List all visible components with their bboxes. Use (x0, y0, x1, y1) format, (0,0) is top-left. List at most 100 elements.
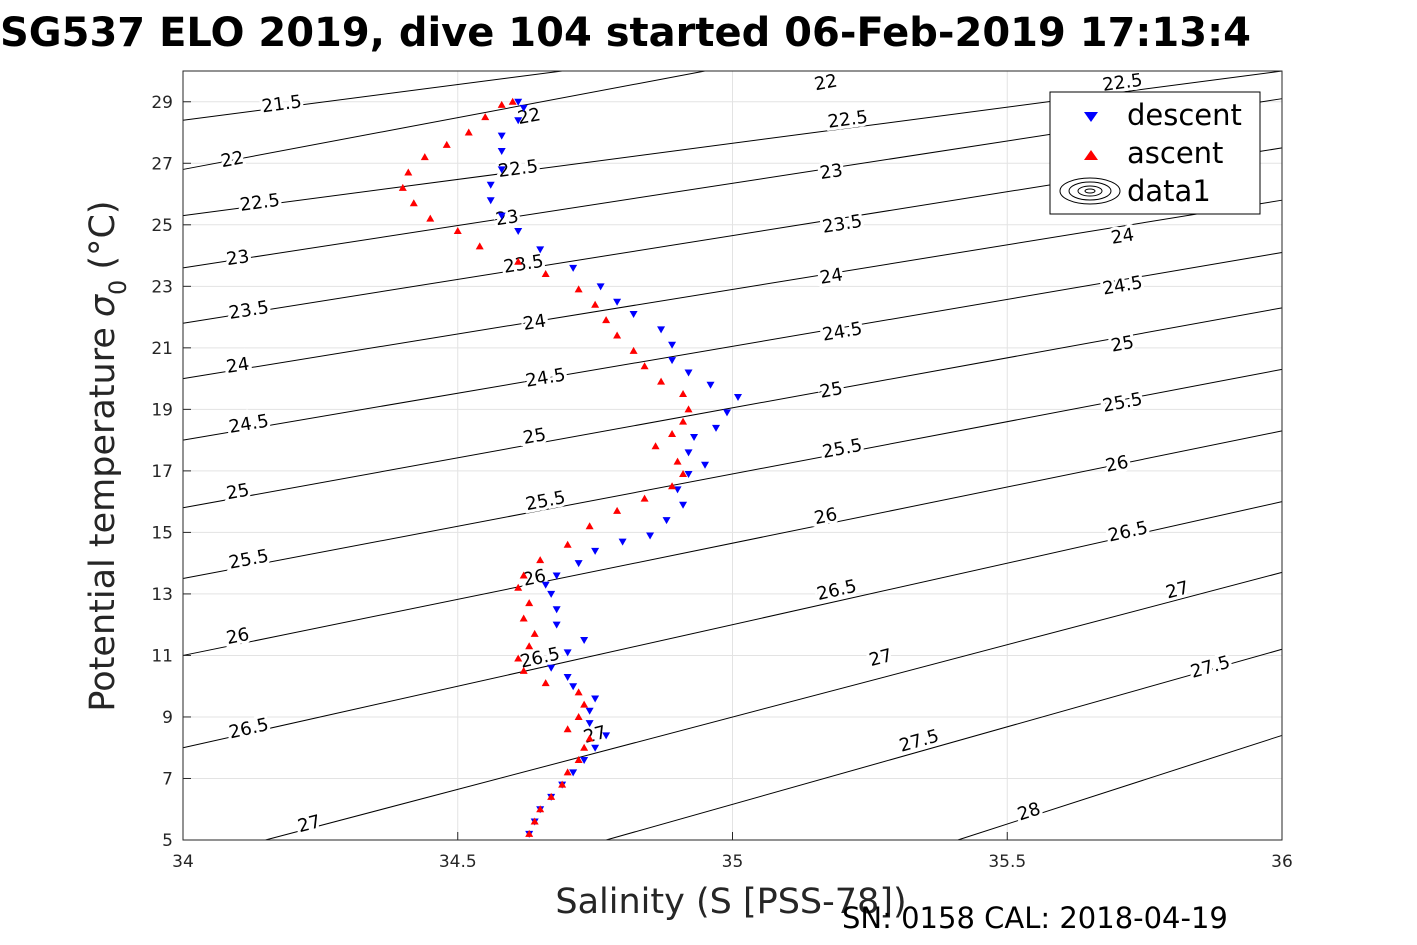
descent-point (712, 424, 721, 432)
descent-point (684, 449, 693, 457)
ascent-point (629, 346, 638, 354)
ascent-point (442, 140, 451, 148)
contour-line (182, 70, 706, 170)
contour-label: 27 (296, 811, 323, 837)
ascent-point (530, 817, 539, 825)
x-tick-label: 35.5 (988, 852, 1026, 872)
contour-label: 25.5 (227, 546, 270, 574)
descent-point (552, 572, 561, 580)
y-tick-label: 27 (151, 154, 173, 174)
ascent-point (613, 506, 622, 514)
ascent-point (651, 442, 660, 450)
ascent-point (591, 300, 600, 308)
chart-title: SG537 ELO 2019, dive 104 started 06-Feb-… (0, 10, 1251, 56)
ascent-point (530, 629, 539, 637)
descent-point (668, 341, 677, 349)
contour-line (957, 734, 1283, 841)
descent-point (569, 683, 578, 691)
contour-label: 24 (225, 354, 251, 378)
descent-point (563, 673, 572, 681)
descent-point (580, 757, 589, 765)
contour-label: 26.5 (518, 643, 562, 672)
contour-line (182, 251, 1283, 441)
descent-point (552, 621, 561, 629)
contour-label: 24 (522, 311, 548, 335)
ascent-point (585, 522, 594, 530)
descent-point (733, 394, 742, 402)
descent-point (585, 720, 594, 728)
contour-label: 27 (867, 645, 894, 671)
contour-label: 23.5 (502, 251, 545, 278)
legend: descent ascent data1 (1049, 91, 1261, 215)
contour-label: 23 (818, 160, 844, 184)
contour-label: 22.5 (827, 107, 869, 133)
ascent-point (514, 257, 523, 265)
descent-point (514, 117, 523, 125)
ascent-point (464, 128, 473, 136)
contour-label: 24.5 (821, 318, 864, 345)
ascent-point (558, 780, 567, 788)
legend-ascent-marker (1084, 150, 1098, 160)
y-tick-label: 11 (151, 646, 173, 666)
contour-label: 22 (219, 147, 245, 172)
descent-point (552, 606, 561, 614)
contour-label: 26.5 (1106, 517, 1150, 546)
y-tick-label: 25 (151, 216, 173, 236)
legend-ascent: ascent (1127, 136, 1223, 170)
contour-label: 23.5 (821, 211, 864, 238)
ascent-point (525, 599, 534, 607)
ascent-point (514, 583, 523, 591)
contour-label: 25 (521, 424, 547, 449)
ascent-point (574, 756, 583, 764)
descent-point (497, 132, 506, 140)
descent-point (673, 486, 682, 494)
descent-point (580, 637, 589, 645)
descent-point (574, 560, 583, 568)
descent-point (662, 517, 671, 525)
contour-label: 24.5 (227, 411, 270, 438)
contour-label: 27.5 (897, 726, 941, 757)
ascent-point (679, 417, 688, 425)
ascent-point (679, 469, 688, 477)
descent-point (679, 501, 688, 509)
x-ticks: 34 34.5 35 35.5 36 (172, 832, 1293, 872)
contour-label: 27.5 (1188, 652, 1232, 683)
contour-label: 24 (818, 264, 844, 288)
contour-label: 22 (516, 104, 542, 129)
ascent-point (541, 679, 550, 687)
descent-point (657, 326, 666, 334)
calibration-footer: SN: 0158 CAL: 2018-04-19 (842, 901, 1228, 935)
ascent-point (657, 377, 666, 385)
contour-label: 26 (1104, 452, 1131, 477)
descent-point (629, 311, 638, 319)
descent-point (684, 369, 693, 377)
descent-point (569, 769, 578, 777)
ascent-point (574, 285, 583, 293)
ascent-point (398, 183, 407, 191)
ascent-point (602, 316, 611, 324)
descent-point (514, 98, 523, 106)
ascent-point (536, 805, 545, 813)
descent-point (701, 461, 710, 469)
x-tick-label: 34.5 (439, 852, 477, 872)
ascent-point (585, 734, 594, 742)
ascent-point (547, 792, 556, 800)
descent-point (547, 664, 556, 672)
ascent-point (563, 725, 572, 733)
contour-line (182, 430, 1283, 656)
descent-point (569, 264, 578, 272)
contour-line (265, 571, 1283, 841)
contour-label: 28 (1015, 798, 1043, 825)
descent-point (585, 707, 594, 715)
contour-label: 24.5 (1101, 272, 1144, 299)
contour-label: 22.5 (239, 190, 281, 216)
descent-point (602, 732, 611, 740)
contour-line (182, 307, 1283, 509)
descent-point (486, 197, 495, 205)
y-tick-label: 5 (162, 831, 173, 851)
ascent-point (563, 540, 572, 548)
contour-line (182, 501, 1283, 749)
ascent-point (404, 168, 413, 176)
descent-point (706, 381, 715, 389)
